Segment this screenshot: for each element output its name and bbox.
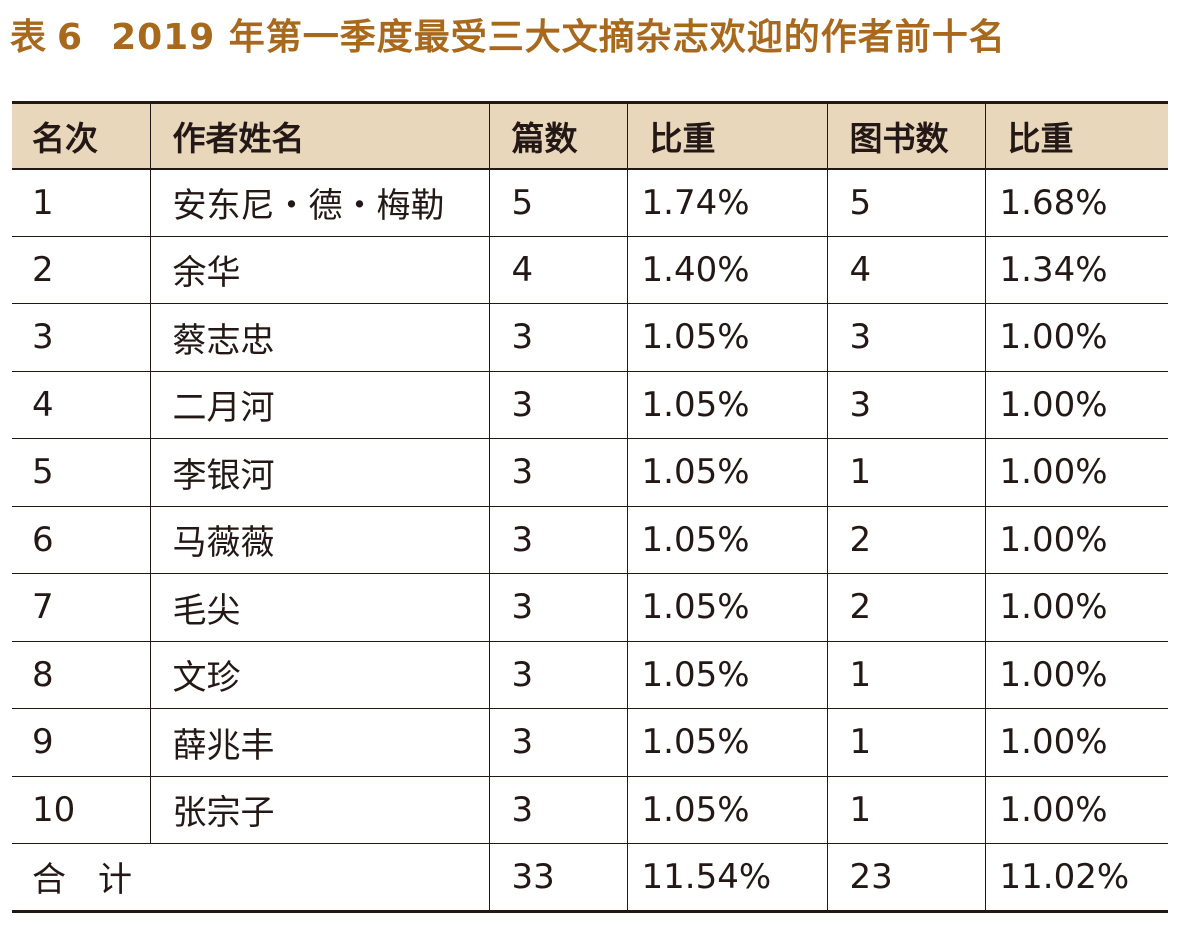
table-row: 9 薛兆丰 3 1.05% 1 1.00%	[12, 708, 1168, 777]
cell-book-share: 1.00%	[985, 438, 1168, 507]
cell-book-share: 1.00%	[985, 303, 1168, 372]
table-header-row: 名次 作者姓名 篇数 比重 图书数 比重	[12, 101, 1168, 170]
table-row: 2 余华 4 1.40% 4 1.34%	[12, 236, 1168, 304]
cell-article-count: 5	[489, 168, 628, 237]
cell-article-share: 1.05%	[627, 438, 828, 507]
cell-author-name: 文珍	[150, 641, 490, 709]
header-author-name: 作者姓名	[150, 101, 490, 170]
cell-book-share: 1.00%	[985, 776, 1168, 844]
cell-article-count: 3	[489, 708, 628, 777]
cell-book-share: 1.00%	[985, 573, 1168, 642]
cell-author-name: 张宗子	[150, 776, 490, 844]
table-title-text: 2019 年第一季度最受三大文摘杂志欢迎的作者前十名	[111, 17, 1006, 58]
cell-author-name: 蔡志忠	[150, 303, 490, 372]
cell-article-share: 1.05%	[627, 506, 828, 574]
cell-article-share: 1.05%	[627, 371, 828, 439]
cell-article-count: 3	[489, 371, 628, 439]
cell-book-share: 1.68%	[985, 168, 1168, 237]
cell-book-count: 1	[827, 641, 986, 709]
author-ranking-table: 名次 作者姓名 篇数 比重 图书数 比重 1 安东尼・德・梅勒 5 1.74% …	[12, 101, 1168, 913]
cell-book-count: 1	[827, 776, 986, 844]
cell-article-count: 3	[489, 303, 628, 372]
total-book-count: 23	[827, 843, 986, 913]
cell-book-count: 5	[827, 168, 986, 237]
cell-article-share: 1.05%	[627, 641, 828, 709]
header-rank: 名次	[12, 101, 151, 170]
total-book-share: 11.02%	[985, 843, 1168, 913]
header-article-count: 篇数	[489, 101, 628, 170]
cell-book-count: 1	[827, 708, 986, 777]
table-total-row: 合计 33 11.54% 23 11.02%	[12, 843, 1168, 913]
cell-book-count: 3	[827, 303, 986, 372]
cell-book-count: 1	[827, 438, 986, 507]
cell-rank: 4	[12, 371, 151, 439]
cell-article-count: 4	[489, 236, 628, 304]
header-article-share: 比重	[627, 101, 828, 170]
cell-article-share: 1.05%	[627, 776, 828, 844]
table-row: 1 安东尼・德・梅勒 5 1.74% 5 1.68%	[12, 168, 1168, 237]
cell-book-count: 2	[827, 573, 986, 642]
table-row: 10 张宗子 3 1.05% 1 1.00%	[12, 776, 1168, 844]
total-article-count: 33	[489, 843, 628, 913]
cell-book-share: 1.00%	[985, 371, 1168, 439]
cell-article-share: 1.74%	[627, 168, 828, 237]
cell-book-count: 4	[827, 236, 986, 304]
cell-rank: 2	[12, 236, 151, 304]
total-article-share: 11.54%	[627, 843, 828, 913]
cell-rank: 6	[12, 506, 151, 574]
table-row: 8 文珍 3 1.05% 1 1.00%	[12, 641, 1168, 709]
header-book-share: 比重	[985, 101, 1168, 170]
cell-book-share: 1.00%	[985, 506, 1168, 574]
cell-book-share: 1.34%	[985, 236, 1168, 304]
table-title-number: 6	[57, 17, 84, 58]
cell-article-share: 1.05%	[627, 303, 828, 372]
cell-rank: 8	[12, 641, 151, 709]
table-row: 3 蔡志忠 3 1.05% 3 1.00%	[12, 303, 1168, 372]
cell-book-count: 2	[827, 506, 986, 574]
cell-rank: 7	[12, 573, 151, 642]
cell-article-count: 3	[489, 506, 628, 574]
cell-article-count: 3	[489, 776, 628, 844]
cell-book-share: 1.00%	[985, 708, 1168, 777]
cell-author-name: 李银河	[150, 438, 490, 507]
cell-rank: 1	[12, 168, 151, 237]
cell-rank: 10	[12, 776, 151, 844]
cell-author-name: 二月河	[150, 371, 490, 439]
cell-book-count: 3	[827, 371, 986, 439]
cell-rank: 9	[12, 708, 151, 777]
table-row: 6 马薇薇 3 1.05% 2 1.00%	[12, 506, 1168, 574]
cell-rank: 3	[12, 303, 151, 372]
cell-author-name: 余华	[150, 236, 490, 304]
header-book-count: 图书数	[827, 101, 986, 170]
table-title-prefix: 表	[10, 17, 48, 58]
cell-article-share: 1.05%	[627, 708, 828, 777]
table-title: 表 6 2019 年第一季度最受三大文摘杂志欢迎的作者前十名	[10, 8, 1006, 68]
cell-article-share: 1.05%	[627, 573, 828, 642]
table-row: 7 毛尖 3 1.05% 2 1.00%	[12, 573, 1168, 642]
table-row: 5 李银河 3 1.05% 1 1.00%	[12, 438, 1168, 507]
cell-article-share: 1.40%	[627, 236, 828, 304]
cell-author-name: 薛兆丰	[150, 708, 490, 777]
cell-rank: 5	[12, 438, 151, 507]
cell-author-name: 马薇薇	[150, 506, 490, 574]
cell-article-count: 3	[489, 438, 628, 507]
cell-article-count: 3	[489, 573, 628, 642]
cell-author-name: 毛尖	[150, 573, 490, 642]
cell-book-share: 1.00%	[985, 641, 1168, 709]
table-row: 4 二月河 3 1.05% 3 1.00%	[12, 371, 1168, 439]
total-label: 合计	[12, 843, 490, 913]
cell-author-name: 安东尼・德・梅勒	[150, 168, 490, 237]
cell-article-count: 3	[489, 641, 628, 709]
